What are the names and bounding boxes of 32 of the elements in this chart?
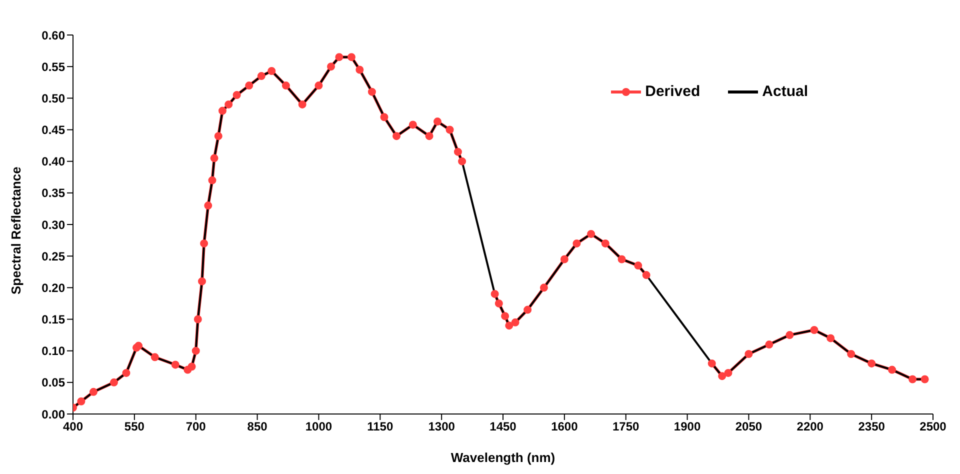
- y-tick-label: 0.10: [42, 344, 66, 358]
- x-tick-label: 2200: [796, 420, 824, 434]
- x-tick-label: 1450: [490, 420, 517, 434]
- x-tick-label: 1000: [305, 420, 332, 434]
- y-tick-label: 0.40: [42, 154, 66, 169]
- y-tick-label: 0.35: [42, 186, 66, 200]
- x-tick-label: 850: [247, 420, 268, 434]
- y-tick-label: 0.15: [42, 312, 66, 327]
- x-tick-label: 1300: [428, 420, 456, 434]
- x-tick-label: 2350: [858, 420, 886, 434]
- x-tick-label: 700: [186, 420, 206, 434]
- y-tick-label: 0.25: [42, 249, 66, 264]
- x-tick-label: 1150: [367, 420, 394, 434]
- x-axis-title: Wavelength (nm): [450, 450, 556, 465]
- y-tick-label: 0.55: [42, 60, 66, 74]
- legend-label: Derived: [645, 83, 700, 100]
- x-tick-label: 1750: [612, 420, 640, 434]
- y-tick-label: 0.50: [42, 91, 66, 106]
- x-tick-label: 550: [124, 420, 145, 434]
- y-tick-label: 0.30: [42, 218, 66, 232]
- y-tick-label: 0.20: [42, 280, 66, 295]
- y-tick-label: 0.60: [42, 28, 66, 42]
- y-tick-label: 0.45: [42, 123, 66, 138]
- x-tick-label: 2050: [735, 420, 762, 434]
- y-tick-label: 0.00: [42, 407, 66, 422]
- y-axis-title: Spectral Reflectance: [8, 166, 24, 294]
- legend-label: Actual: [762, 83, 808, 100]
- x-tick-label: 1900: [674, 420, 701, 434]
- y-tick-label: 0.05: [42, 376, 66, 390]
- x-tick-label: 1600: [551, 420, 578, 434]
- x-tick-label: 400: [62, 420, 84, 434]
- x-tick-label: 2500: [920, 420, 947, 434]
